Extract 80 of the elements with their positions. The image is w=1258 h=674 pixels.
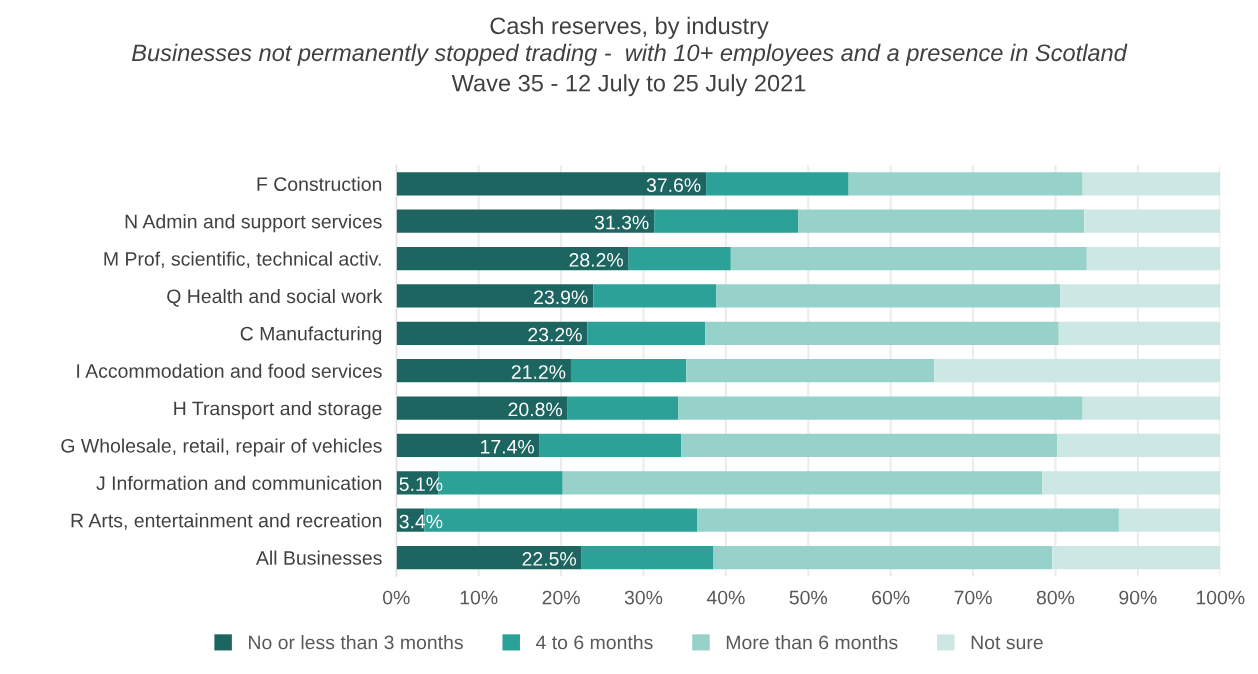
bar — [1058, 321, 1221, 345]
bar — [539, 433, 682, 458]
y-tick-label: F Construction — [257, 176, 382, 192]
legend-label: Not sure — [971, 635, 1043, 650]
bar — [934, 359, 1221, 383]
bar — [678, 396, 1083, 420]
y-tick-label: N Admin and support services — [125, 214, 382, 233]
y-tick-label: C Manufacturing — [240, 326, 382, 345]
bar — [686, 359, 935, 383]
bar — [730, 246, 1087, 271]
bar — [562, 471, 1043, 495]
y-tick-label: J Information and communication — [96, 475, 382, 491]
bar — [681, 433, 1058, 458]
x-tick-label: 0% — [382, 590, 410, 605]
bar — [396, 284, 594, 308]
x-tick-label: 80% — [1036, 590, 1075, 605]
x-tick-label: 20% — [542, 590, 580, 605]
y-tick-label: R Arts, entertainment and recreation — [71, 513, 382, 530]
bar — [654, 209, 799, 233]
bar — [1052, 546, 1221, 570]
x-tick-label: 70% — [954, 590, 992, 605]
x-tick-label: 10% — [460, 590, 498, 605]
bar — [396, 246, 629, 271]
data-label: 17.4% — [481, 439, 535, 454]
bar — [1084, 209, 1221, 233]
data-label: 23.9% — [534, 290, 588, 305]
bar — [697, 508, 1119, 532]
bar — [587, 321, 706, 345]
chart-subtitle: Businesses not permanently stopped trading - with 10+ employees and a presence in Scotland — [131, 43, 1128, 66]
x-tick-label: 40% — [706, 590, 745, 605]
y-tick-label: I Accommodation and food services — [77, 363, 382, 378]
chart-title: Cash reserves, by industry — [490, 16, 769, 39]
y-tick-label: Q Health and social work — [167, 288, 383, 307]
bar — [1086, 246, 1221, 271]
bar — [581, 546, 714, 570]
bar — [1082, 172, 1221, 196]
y-tick-label: H Transport and storage — [174, 401, 382, 420]
bar — [713, 546, 1053, 570]
legend-label: More than 6 months — [726, 635, 898, 650]
bar — [396, 172, 707, 196]
bar — [715, 284, 1061, 308]
x-tick-label: 50% — [789, 590, 828, 605]
data-label: 3.4% — [399, 514, 443, 529]
data-label: 37.6% — [646, 178, 701, 193]
bar — [396, 209, 655, 233]
bar — [705, 321, 1059, 345]
x-tick-label: 100% — [1196, 590, 1245, 605]
data-label: 31.3% — [594, 215, 649, 230]
bar — [1118, 508, 1221, 532]
y-tick-label: All Businesses — [255, 550, 382, 565]
text: Wave 35 - 12 July to 25 July 2021 — [451, 74, 806, 97]
legend-label: No or less than 3 months — [249, 635, 463, 650]
bar — [1060, 284, 1221, 308]
data-label: 28.2% — [569, 253, 623, 267]
x-tick-label: 30% — [624, 590, 663, 605]
bar — [1082, 396, 1221, 420]
data-label: 5.1% — [399, 477, 443, 492]
bar — [396, 396, 568, 420]
bar — [628, 246, 731, 271]
bar — [706, 172, 849, 196]
bar — [570, 359, 687, 383]
legend-label: 4 to 6 months — [535, 635, 653, 650]
y-tick-label: M Prof, scientific, technical activ. — [104, 251, 381, 269]
x-tick-label: 90% — [1119, 590, 1157, 605]
bar — [1042, 471, 1221, 495]
x-tick-label: 60% — [872, 590, 910, 605]
bar — [1057, 433, 1221, 458]
data-label: 21.2% — [511, 365, 566, 379]
bar — [396, 359, 571, 383]
bar — [396, 433, 540, 458]
bar — [396, 321, 588, 345]
data-label: 20.8% — [508, 402, 563, 417]
y-tick-label: G Wholesale, retail, repair of vehicles — [61, 438, 382, 457]
data-label: 23.2% — [528, 327, 582, 342]
bar — [593, 284, 716, 308]
bar — [798, 209, 1085, 233]
bar — [396, 546, 582, 570]
data-label: 22.5% — [522, 552, 577, 566]
bar — [567, 396, 679, 420]
bar — [848, 172, 1083, 196]
